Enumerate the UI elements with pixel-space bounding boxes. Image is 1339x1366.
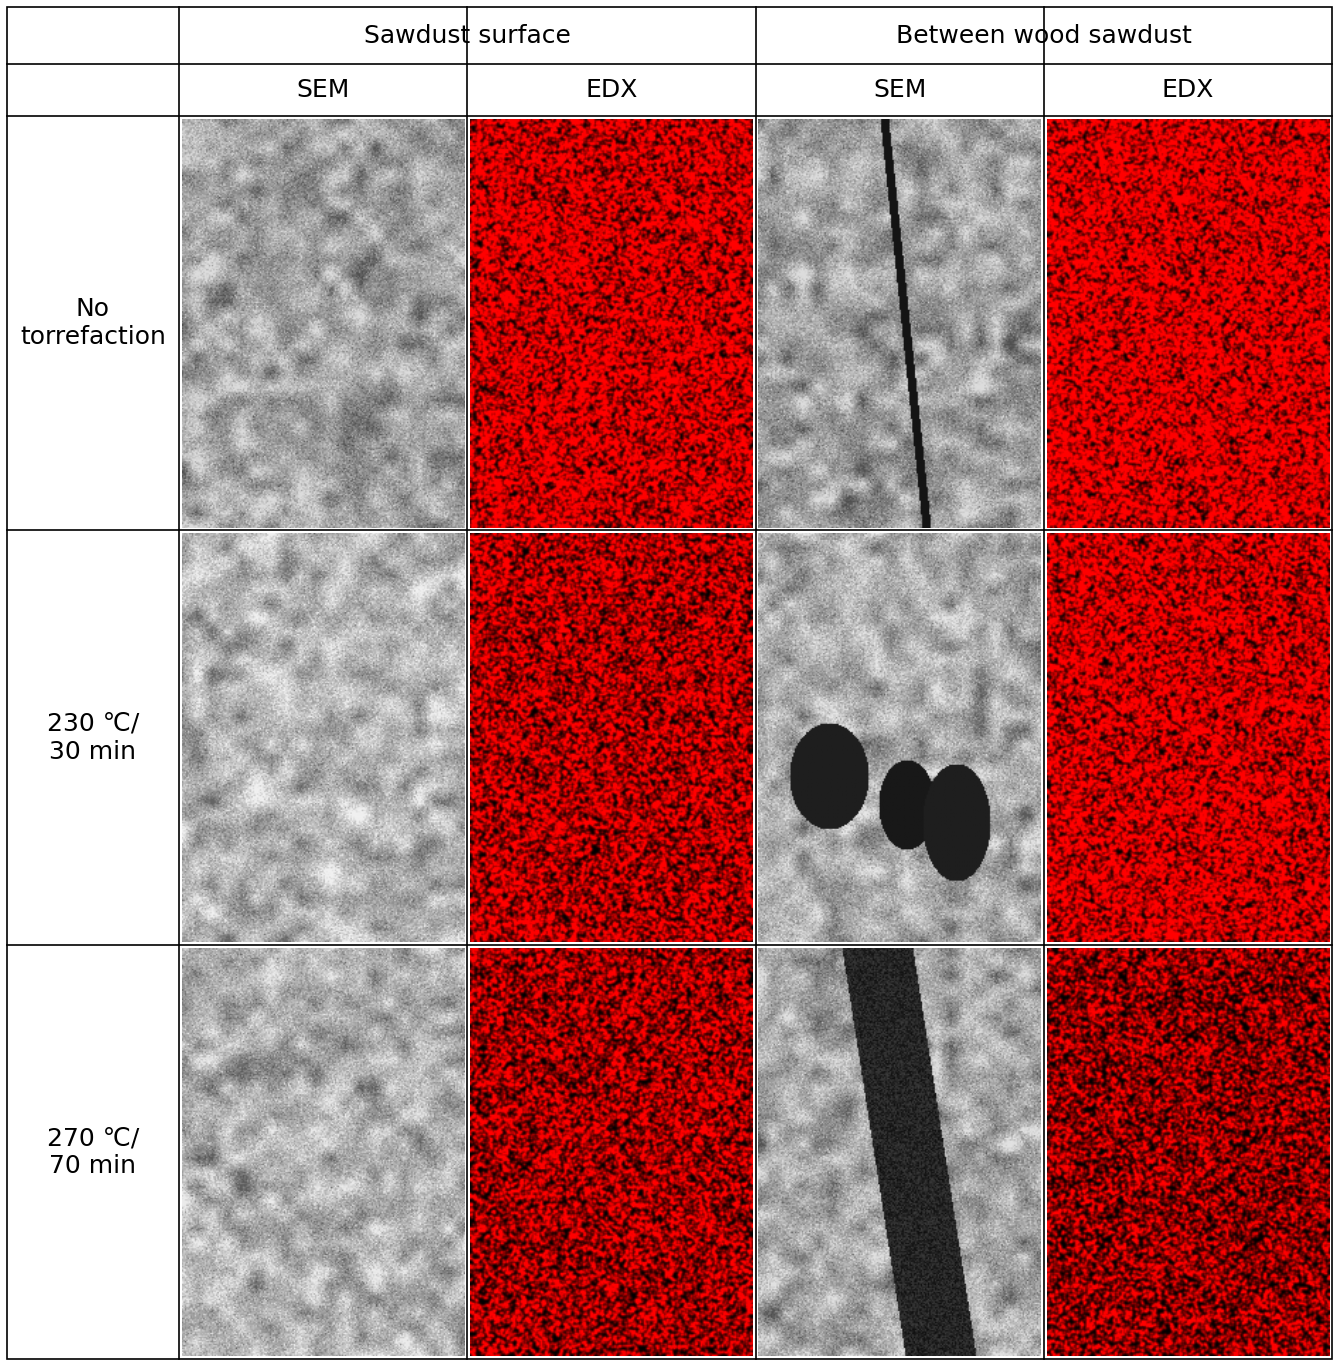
Text: 270 ℃/
70 min: 270 ℃/ 70 min xyxy=(47,1126,139,1177)
Text: EDX: EDX xyxy=(585,78,637,102)
Text: SEM: SEM xyxy=(873,78,927,102)
Text: 230 ℃/
30 min: 230 ℃/ 30 min xyxy=(47,712,139,764)
Text: Between wood sawdust: Between wood sawdust xyxy=(896,23,1192,48)
Text: EDX: EDX xyxy=(1162,78,1214,102)
Text: Sawdust surface: Sawdust surface xyxy=(364,23,570,48)
Text: SEM: SEM xyxy=(296,78,349,102)
Text: No
torrefaction: No torrefaction xyxy=(20,298,166,350)
